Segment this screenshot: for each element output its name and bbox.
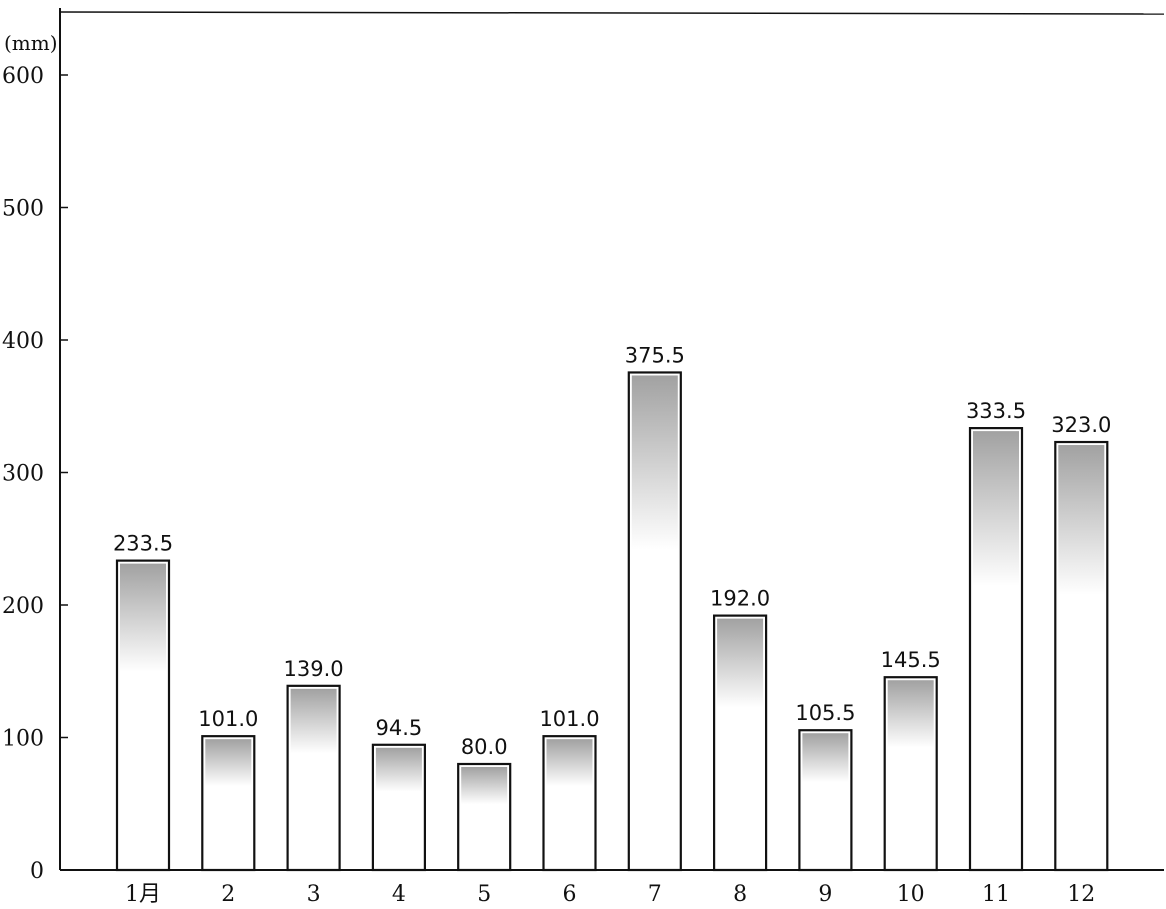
bar-value-label: 233.5	[113, 532, 173, 556]
y-tick-label: 600	[2, 64, 44, 89]
bar-shading	[205, 739, 252, 787]
bar-value-label: 101.0	[198, 707, 258, 731]
y-tick-label: 200	[2, 594, 44, 619]
top-border-line	[59, 11, 1165, 15]
x-tick-label: 5	[477, 882, 491, 907]
bar-shading	[461, 767, 508, 805]
bar-shading	[120, 563, 166, 672]
bar-value-label: 145.5	[881, 648, 941, 672]
labels: 233.5 1月 101.0 2 139.0 3 94.5 4 80.0 5 101.0 6 375.5…	[113, 343, 1111, 907]
bar-value-label: 192.0	[710, 587, 770, 611]
bar-shading	[546, 739, 593, 787]
x-tick-label: 6	[563, 882, 577, 907]
x-tick-label: 8	[733, 882, 747, 907]
bar-value-label: 139.0	[284, 657, 344, 681]
y-tick-label: 500	[2, 197, 44, 222]
x-tick-label: 2	[221, 882, 235, 907]
x-tick-label: 3	[307, 882, 321, 907]
bars	[115, 371, 1109, 872]
bar-value-label: 101.0	[539, 707, 599, 731]
bar-shading	[631, 375, 678, 550]
y-tick-label: 0	[30, 859, 44, 884]
y-axis-unit: (mm)	[4, 31, 58, 55]
x-tick-label: 4	[392, 882, 406, 907]
bar-value-label: 323.0	[1051, 413, 1111, 437]
bar-shading	[802, 733, 849, 783]
y-tick-label: 300	[2, 462, 44, 487]
bar-value-label: 105.5	[795, 701, 855, 725]
bar-shading	[1058, 445, 1105, 595]
bar-shading	[717, 618, 764, 708]
bar-value-label: 80.0	[461, 735, 508, 759]
x-tick-label: 9	[818, 882, 832, 907]
x-tick-label: 12	[1067, 882, 1095, 907]
bar-shading	[375, 747, 422, 792]
bar-shading	[973, 431, 1019, 586]
y-tick-label: 400	[2, 329, 44, 354]
x-tick-label: 10	[897, 882, 925, 907]
x-tick-label: 7	[648, 882, 662, 907]
y-tick-label: 100	[2, 727, 44, 752]
bar-value-label: 94.5	[376, 716, 423, 740]
bar-shading	[887, 680, 934, 748]
y-axis-ticks: 0 100 200 300 400 500 600	[2, 64, 68, 884]
bar-value-label: 333.5	[966, 399, 1026, 423]
x-tick-label: 11	[982, 882, 1010, 907]
bar-value-label: 375.5	[625, 343, 685, 367]
x-tick-label: 1月	[125, 882, 161, 907]
bar-shading	[290, 688, 337, 754]
